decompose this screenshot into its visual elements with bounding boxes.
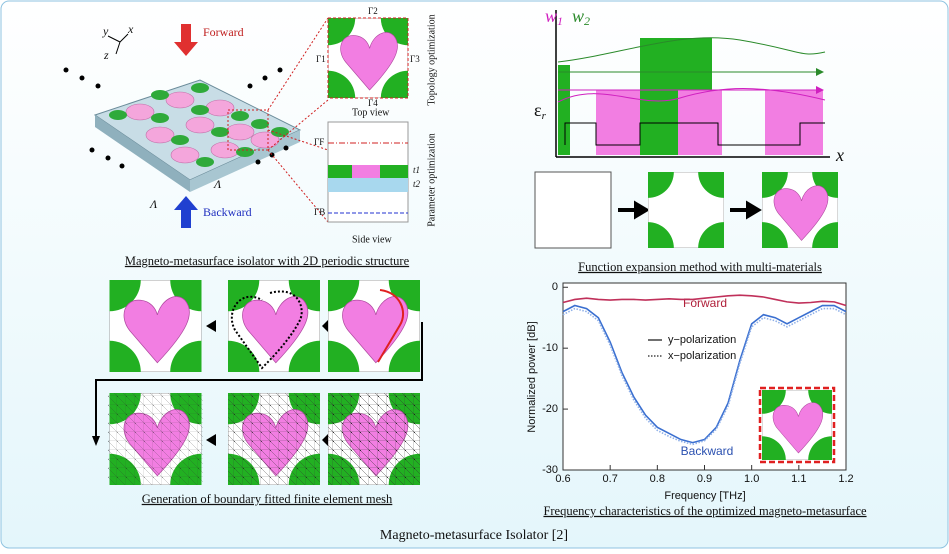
legend-label: y−polarization (668, 334, 736, 346)
x-tick-label: 0.8 (650, 473, 665, 485)
caption: Frequency characteristics of the optimiz… (543, 504, 867, 518)
caption: Generation of boundary fitted finite ele… (142, 492, 393, 506)
y-tick-label: -30 (542, 464, 558, 476)
x-label: x (835, 145, 844, 165)
y-tick-label: -20 (542, 403, 558, 415)
period-label: Λ (213, 177, 222, 191)
annotation: Backward (681, 444, 734, 458)
thickness-label: t1 (413, 165, 420, 175)
subscript: 1 (557, 14, 563, 28)
symbol: w (572, 6, 584, 26)
boundary-label: ΓF (314, 137, 324, 147)
slide-title: Magneto-metasurface Isolator [2] (380, 528, 568, 543)
forward-label: Forward (203, 25, 244, 39)
x-axis-label: Frequency [THz] (664, 490, 745, 502)
subscript: r (542, 110, 547, 122)
subscript: 2 (584, 14, 590, 28)
slide: y x z Forward Backward Λ Λ Γ2 Γ1 Γ3 Γ4 T… (0, 0, 949, 549)
symbol: w (545, 6, 557, 26)
axis-label: y (102, 24, 109, 38)
period-label: Λ (149, 197, 158, 211)
thickness-label: t2 (413, 179, 421, 189)
y-axis-label: Normalized power [dB] (526, 321, 538, 432)
caption: Magneto-metasurface isolator with 2D per… (125, 254, 410, 268)
legend-label: x−polarization (668, 350, 736, 362)
x-tick-label: 0.7 (603, 473, 618, 485)
x-tick-label: 0.9 (697, 473, 712, 485)
topology-label: Topology optimization (426, 14, 437, 105)
x-tick-label: 1.0 (744, 473, 759, 485)
y-tick-label: -10 (542, 342, 558, 354)
boundary-label: Γ2 (368, 6, 378, 16)
top-view-label: Top view (352, 107, 390, 118)
boundary-label: ΓB (314, 207, 325, 217)
backward-label: Backward (203, 205, 252, 219)
caption: Function expansion method with multi-mat… (578, 260, 822, 274)
axis-label: z (103, 48, 109, 62)
boundary-label: Γ3 (410, 54, 420, 64)
x-tick-label: 1.1 (791, 473, 806, 485)
boundary-label: Γ1 (316, 54, 326, 64)
x-tick-label: 1.2 (838, 473, 853, 485)
y-tick-label: 0 (552, 281, 558, 293)
parameter-label: Parameter optimization (426, 133, 437, 227)
side-view-label: Side view (352, 234, 392, 245)
axis-label: x (127, 22, 134, 36)
